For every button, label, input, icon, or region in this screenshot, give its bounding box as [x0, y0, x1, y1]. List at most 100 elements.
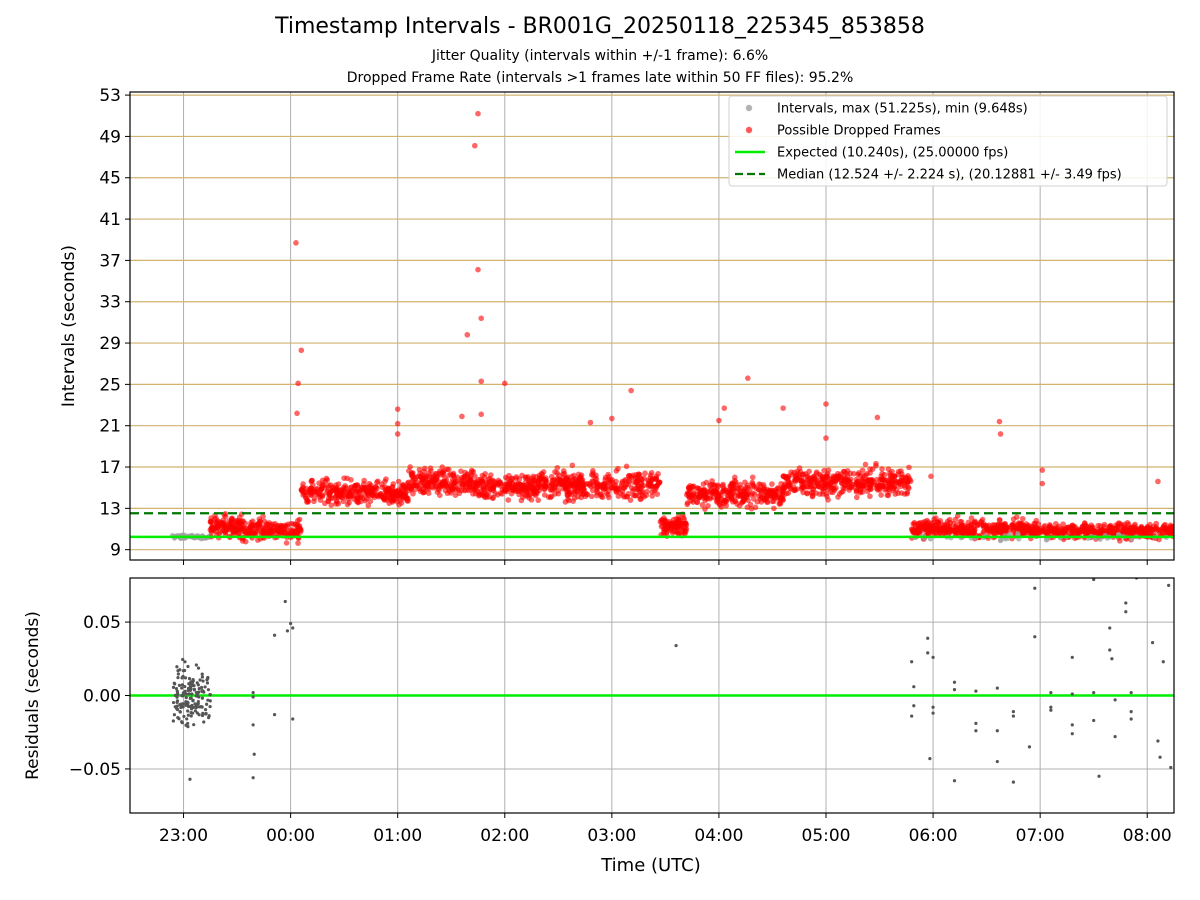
dropped-frame-point: [742, 496, 748, 502]
residual-point: [1049, 690, 1053, 695]
dropped-frame-point: [554, 464, 561, 471]
residual-point: [173, 682, 177, 686]
residual-point: [184, 723, 188, 727]
dropped-frame-point: [422, 475, 429, 482]
dropped-frame-point: [594, 484, 600, 490]
residual-point: [189, 714, 193, 718]
residual-point: [194, 704, 198, 708]
dropped-frame-point: [976, 521, 982, 528]
dropped-frame-point: [257, 518, 263, 525]
dropped-frame-point: [801, 484, 808, 491]
dropped-frame-point: [319, 483, 325, 489]
dropped-frame-point: [548, 493, 555, 500]
dropped-frame-point: [1086, 528, 1093, 534]
dropped-frame-point: [670, 524, 677, 530]
y-tick-label: 41: [99, 210, 121, 230]
dropped-frame-point: [855, 478, 862, 484]
y-tick-label: 9: [110, 541, 121, 561]
dropped-frame-point: [701, 486, 708, 493]
dropped-frame-point: [796, 465, 803, 471]
residual-point: [175, 665, 179, 669]
dropped-frame-point: [552, 469, 558, 475]
y-tick-label: 13: [99, 499, 121, 519]
dropped-frame-point: [490, 487, 497, 494]
residual-point: [208, 704, 212, 709]
dropped-frame-point: [878, 483, 885, 489]
dropped-frame-point: [816, 484, 823, 490]
residual-point: [206, 688, 211, 692]
dropped-frame-point: [1019, 515, 1026, 522]
dropped-frame-point: [251, 530, 257, 537]
dropped-frame-point: [903, 474, 909, 481]
dropped-frame-point: [283, 540, 290, 546]
dropped-frame-point: [944, 521, 950, 528]
residual-point: [197, 713, 201, 717]
dropped-frame-point: [588, 493, 595, 500]
dropped-frame-point: [328, 502, 335, 508]
dropped-frame-point: [350, 493, 357, 499]
dropped-frame-point: [928, 473, 934, 480]
dropped-frame-point: [236, 514, 243, 521]
dropped-frame-point: [465, 477, 472, 484]
dropped-frame-point: [449, 480, 455, 486]
x-tick-label: 00:00: [266, 826, 315, 846]
dropped-frame-point: [844, 478, 851, 485]
residual-point: [192, 723, 196, 727]
x-tick-label: 05:00: [802, 826, 851, 846]
residual-point: [995, 729, 999, 733]
dropped-frame-point: [300, 481, 306, 487]
dropped-frame-point: [494, 492, 501, 498]
residuals-plot-area: [130, 578, 1174, 813]
dropped-frame-point: [609, 484, 616, 491]
dropped-frame-point: [462, 469, 468, 476]
dropped-frame-point: [310, 482, 316, 488]
residual-point: [1167, 583, 1171, 587]
dropped-frame-point: [599, 494, 606, 501]
residual-point: [1033, 586, 1037, 590]
dropped-frame-point: [410, 490, 416, 497]
dropped-frame-point: [214, 518, 221, 524]
dropped-frame-point: [711, 490, 718, 497]
dropped-frame-point: [769, 481, 775, 487]
dropped-frame-point: [855, 470, 862, 476]
dropped-frame-point: [732, 498, 738, 504]
dropped-frame-point: [569, 462, 576, 469]
dropped-frame-point: [822, 482, 828, 488]
residual-point: [910, 714, 914, 718]
dropped-frame-point: [641, 475, 647, 482]
dropped-frame-point: [519, 490, 525, 496]
dropped-frame-point: [319, 492, 326, 498]
dropped-frame-point: [413, 482, 419, 489]
dropped-frame-point: [478, 315, 485, 322]
dropped-frame-point: [690, 483, 697, 490]
residual-point: [205, 702, 209, 706]
residual-point: [200, 705, 204, 709]
legend-box: [728, 95, 1168, 187]
dropped-frame-point: [727, 488, 733, 495]
x-tick-label: 06:00: [909, 826, 958, 846]
residual-point: [186, 709, 190, 713]
dropped-frame-point: [958, 523, 965, 530]
residual-point: [1113, 698, 1117, 702]
dropped-frame-point: [260, 513, 266, 520]
dropped-frame-point: [649, 493, 655, 499]
dropped-frame-point: [433, 483, 440, 489]
dropped-frame-point: [220, 524, 226, 531]
dropped-frame-point: [853, 494, 860, 501]
residual-point: [1011, 714, 1015, 718]
residual-point: [197, 687, 201, 691]
dropped-frame-point: [655, 470, 661, 477]
dropped-frame-point: [368, 482, 374, 488]
dropped-frame-point: [294, 410, 300, 417]
legend-label: Intervals, max (51.225s), min (9.648s): [777, 102, 1028, 117]
dropped-frame-point: [832, 478, 839, 485]
dropped-frame-point: [480, 484, 487, 490]
residual-point: [189, 683, 193, 687]
dropped-frame-point: [505, 497, 512, 503]
dropped-frame-point: [716, 417, 722, 424]
dropped-frame-point: [295, 540, 301, 546]
residual-point: [251, 690, 255, 695]
x-tick-label: 01:00: [373, 826, 422, 846]
dropped-frame-point: [542, 477, 549, 483]
residual-point: [180, 720, 184, 724]
